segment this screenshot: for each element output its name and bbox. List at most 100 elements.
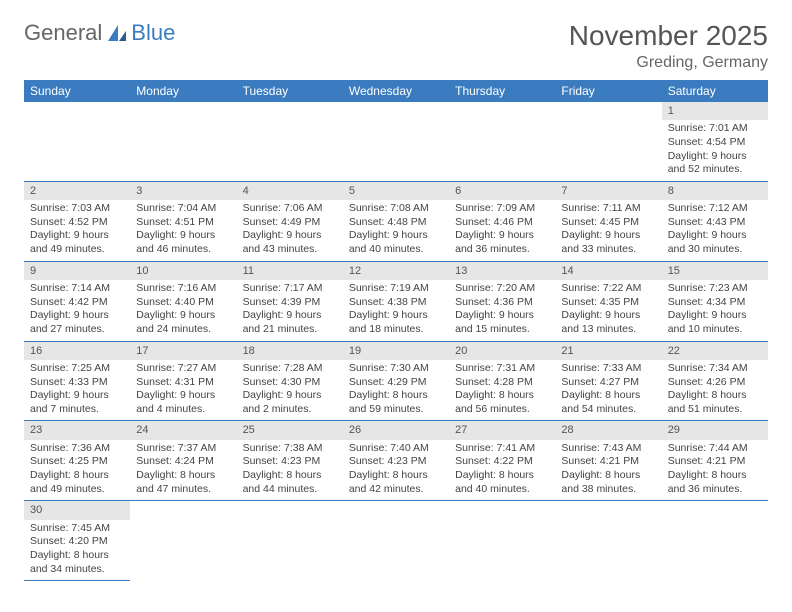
sunset-line: Sunset: 4:21 PM xyxy=(561,455,655,469)
daylight-line: Daylight: 9 hours and 4 minutes. xyxy=(136,389,230,416)
day-number: 3 xyxy=(130,182,236,200)
weekday-header: Sunday xyxy=(24,80,130,102)
sunrise-line: Sunrise: 7:33 AM xyxy=(561,362,655,376)
calendar-empty-cell xyxy=(555,102,661,181)
calendar-day-cell: 19Sunrise: 7:30 AMSunset: 4:29 PMDayligh… xyxy=(343,341,449,421)
sunrise-line: Sunrise: 7:01 AM xyxy=(668,122,762,136)
sunrise-line: Sunrise: 7:17 AM xyxy=(243,282,337,296)
header: General Blue November 2025 Greding, Germ… xyxy=(24,20,768,72)
day-details: Sunrise: 7:11 AMSunset: 4:45 PMDaylight:… xyxy=(555,200,661,261)
day-details: Sunrise: 7:04 AMSunset: 4:51 PMDaylight:… xyxy=(130,200,236,261)
sunrise-line: Sunrise: 7:28 AM xyxy=(243,362,337,376)
sunset-line: Sunset: 4:25 PM xyxy=(30,455,124,469)
day-number: 17 xyxy=(130,342,236,360)
day-number: 25 xyxy=(237,421,343,439)
sunset-line: Sunset: 4:28 PM xyxy=(455,376,549,390)
daylight-line: Daylight: 9 hours and 24 minutes. xyxy=(136,309,230,336)
daylight-line: Daylight: 9 hours and 2 minutes. xyxy=(243,389,337,416)
daylight-line: Daylight: 8 hours and 59 minutes. xyxy=(349,389,443,416)
calendar-day-cell: 5Sunrise: 7:08 AMSunset: 4:48 PMDaylight… xyxy=(343,181,449,261)
day-number: 12 xyxy=(343,262,449,280)
day-number: 13 xyxy=(449,262,555,280)
calendar-day-cell: 4Sunrise: 7:06 AMSunset: 4:49 PMDaylight… xyxy=(237,181,343,261)
calendar-day-cell: 15Sunrise: 7:23 AMSunset: 4:34 PMDayligh… xyxy=(662,261,768,341)
daylight-line: Daylight: 9 hours and 7 minutes. xyxy=(30,389,124,416)
sunrise-line: Sunrise: 7:23 AM xyxy=(668,282,762,296)
daylight-line: Daylight: 9 hours and 10 minutes. xyxy=(668,309,762,336)
calendar-day-cell: 3Sunrise: 7:04 AMSunset: 4:51 PMDaylight… xyxy=(130,181,236,261)
daylight-line: Daylight: 8 hours and 38 minutes. xyxy=(561,469,655,496)
daylight-line: Daylight: 9 hours and 43 minutes. xyxy=(243,229,337,256)
calendar-day-cell: 20Sunrise: 7:31 AMSunset: 4:28 PMDayligh… xyxy=(449,341,555,421)
sunset-line: Sunset: 4:54 PM xyxy=(668,136,762,150)
calendar-week-row: 9Sunrise: 7:14 AMSunset: 4:42 PMDaylight… xyxy=(24,261,768,341)
sunset-line: Sunset: 4:24 PM xyxy=(136,455,230,469)
calendar-day-cell: 22Sunrise: 7:34 AMSunset: 4:26 PMDayligh… xyxy=(662,341,768,421)
day-number: 23 xyxy=(24,421,130,439)
day-details: Sunrise: 7:37 AMSunset: 4:24 PMDaylight:… xyxy=(130,440,236,501)
sunset-line: Sunset: 4:48 PM xyxy=(349,216,443,230)
sunrise-line: Sunrise: 7:16 AM xyxy=(136,282,230,296)
sunrise-line: Sunrise: 7:37 AM xyxy=(136,442,230,456)
calendar-day-cell: 7Sunrise: 7:11 AMSunset: 4:45 PMDaylight… xyxy=(555,181,661,261)
calendar-empty-cell xyxy=(343,501,449,581)
sunrise-line: Sunrise: 7:40 AM xyxy=(349,442,443,456)
day-details: Sunrise: 7:16 AMSunset: 4:40 PMDaylight:… xyxy=(130,280,236,341)
title-block: November 2025 Greding, Germany xyxy=(569,20,768,72)
sunset-line: Sunset: 4:33 PM xyxy=(30,376,124,390)
weekday-header: Wednesday xyxy=(343,80,449,102)
calendar-empty-cell xyxy=(237,501,343,581)
calendar-day-cell: 14Sunrise: 7:22 AMSunset: 4:35 PMDayligh… xyxy=(555,261,661,341)
sunrise-line: Sunrise: 7:11 AM xyxy=(561,202,655,216)
sunrise-line: Sunrise: 7:08 AM xyxy=(349,202,443,216)
calendar-day-cell: 9Sunrise: 7:14 AMSunset: 4:42 PMDaylight… xyxy=(24,261,130,341)
calendar-day-cell: 16Sunrise: 7:25 AMSunset: 4:33 PMDayligh… xyxy=(24,341,130,421)
sunset-line: Sunset: 4:51 PM xyxy=(136,216,230,230)
day-number: 22 xyxy=(662,342,768,360)
sunrise-line: Sunrise: 7:12 AM xyxy=(668,202,762,216)
daylight-line: Daylight: 9 hours and 52 minutes. xyxy=(668,150,762,177)
day-details: Sunrise: 7:44 AMSunset: 4:21 PMDaylight:… xyxy=(662,440,768,501)
calendar-empty-cell xyxy=(449,102,555,181)
calendar-day-cell: 18Sunrise: 7:28 AMSunset: 4:30 PMDayligh… xyxy=(237,341,343,421)
day-number: 24 xyxy=(130,421,236,439)
sunset-line: Sunset: 4:35 PM xyxy=(561,296,655,310)
calendar-empty-cell xyxy=(237,102,343,181)
day-details: Sunrise: 7:25 AMSunset: 4:33 PMDaylight:… xyxy=(24,360,130,421)
day-number: 7 xyxy=(555,182,661,200)
day-number: 16 xyxy=(24,342,130,360)
day-details: Sunrise: 7:23 AMSunset: 4:34 PMDaylight:… xyxy=(662,280,768,341)
calendar-day-cell: 1 Sunrise: 7:01 AMSunset: 4:54 PMDaylight… xyxy=(662,102,768,181)
sunrise-line: Sunrise: 7:43 AM xyxy=(561,442,655,456)
sunset-line: Sunset: 4:38 PM xyxy=(349,296,443,310)
day-number: 26 xyxy=(343,421,449,439)
day-number: 9 xyxy=(24,262,130,280)
calendar-day-cell: 27Sunrise: 7:41 AMSunset: 4:22 PMDayligh… xyxy=(449,421,555,501)
calendar-empty-cell xyxy=(449,501,555,581)
day-details: Sunrise: 7:33 AMSunset: 4:27 PMDaylight:… xyxy=(555,360,661,421)
day-details: Sunrise: 7:43 AMSunset: 4:21 PMDaylight:… xyxy=(555,440,661,501)
sunset-line: Sunset: 4:22 PM xyxy=(455,455,549,469)
logo-text-blue: Blue xyxy=(131,20,175,46)
calendar-day-cell: 21Sunrise: 7:33 AMSunset: 4:27 PMDayligh… xyxy=(555,341,661,421)
sunrise-line: Sunrise: 7:34 AM xyxy=(668,362,762,376)
daylight-line: Daylight: 8 hours and 44 minutes. xyxy=(243,469,337,496)
daylight-line: Daylight: 9 hours and 36 minutes. xyxy=(455,229,549,256)
calendar-day-cell: 25Sunrise: 7:38 AMSunset: 4:23 PMDayligh… xyxy=(237,421,343,501)
sunset-line: Sunset: 4:52 PM xyxy=(30,216,124,230)
calendar-day-cell: 13Sunrise: 7:20 AMSunset: 4:36 PMDayligh… xyxy=(449,261,555,341)
day-number: 14 xyxy=(555,262,661,280)
calendar-day-cell: 10Sunrise: 7:16 AMSunset: 4:40 PMDayligh… xyxy=(130,261,236,341)
day-number: 1 xyxy=(662,102,768,120)
calendar-day-cell: 12Sunrise: 7:19 AMSunset: 4:38 PMDayligh… xyxy=(343,261,449,341)
day-details: Sunrise: 7:20 AMSunset: 4:36 PMDaylight:… xyxy=(449,280,555,341)
day-number: 28 xyxy=(555,421,661,439)
calendar-day-cell: 11Sunrise: 7:17 AMSunset: 4:39 PMDayligh… xyxy=(237,261,343,341)
daylight-line: Daylight: 9 hours and 30 minutes. xyxy=(668,229,762,256)
sunset-line: Sunset: 4:39 PM xyxy=(243,296,337,310)
daylight-line: Daylight: 9 hours and 27 minutes. xyxy=(30,309,124,336)
weekday-header: Friday xyxy=(555,80,661,102)
calendar-empty-cell xyxy=(130,102,236,181)
sunrise-line: Sunrise: 7:44 AM xyxy=(668,442,762,456)
sunrise-line: Sunrise: 7:14 AM xyxy=(30,282,124,296)
